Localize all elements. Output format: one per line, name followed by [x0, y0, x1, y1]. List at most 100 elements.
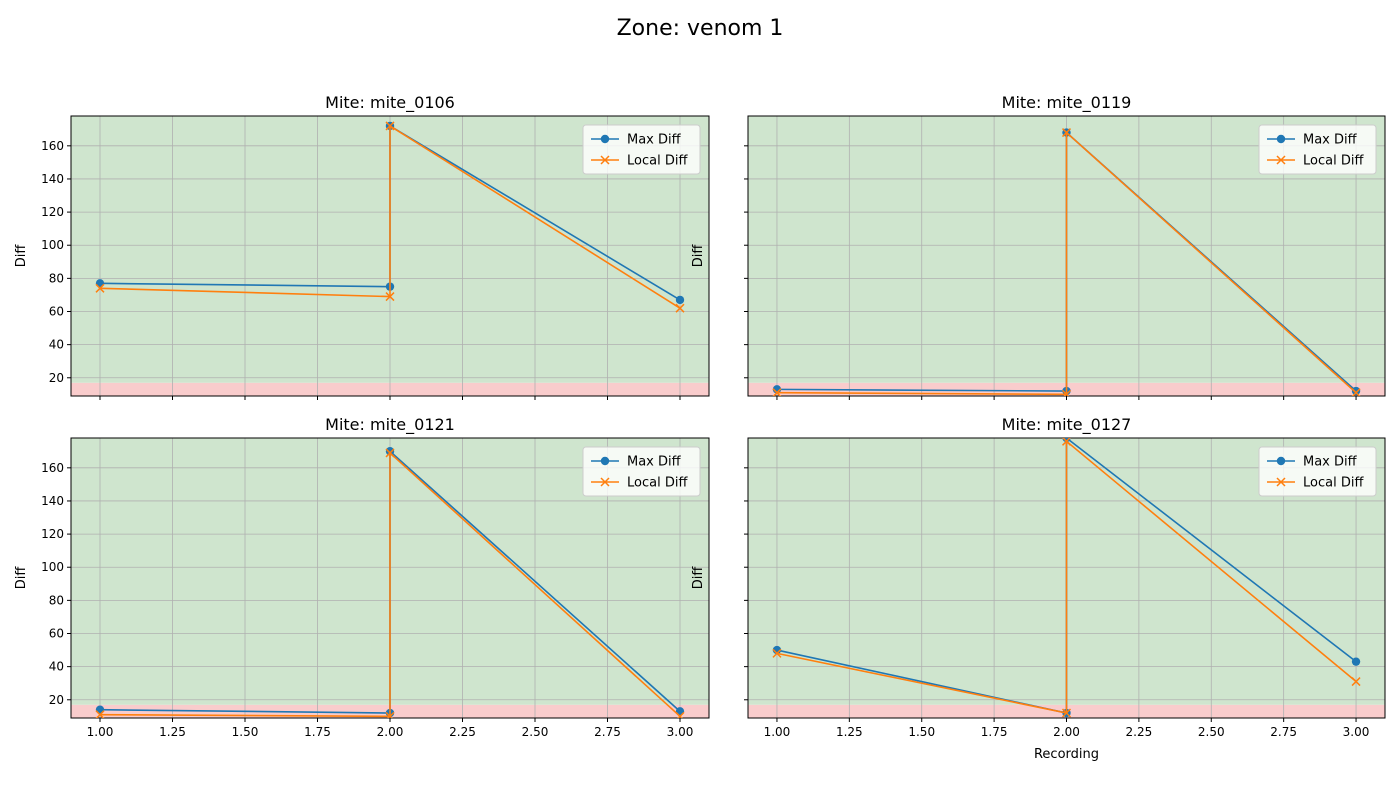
y-axis-label: Diff [14, 566, 29, 590]
x-tick-label: 3.00 [667, 725, 694, 739]
series-line-local-diff [99, 451, 681, 718]
y-tick-label: 140 [41, 494, 64, 508]
y-tick-label: 80 [49, 593, 64, 607]
x-tick-label: 1.50 [908, 725, 935, 739]
data-point-local-diff [1061, 708, 1072, 718]
y-tick-label: 60 [49, 627, 64, 641]
subplot-title: Mite: mite_0127 [1002, 415, 1132, 435]
x-tick-label: 2.25 [449, 725, 476, 739]
series-line-local-diff [99, 124, 681, 309]
plot-area [95, 121, 685, 313]
y-tick-label: 100 [41, 238, 64, 252]
legend-label: Local Diff [627, 476, 688, 491]
data-point-max-diff [1351, 386, 1361, 396]
y-tick-label: 120 [41, 527, 64, 541]
x-tick-label: 2.50 [1198, 725, 1225, 739]
legend: Max Diff Local Diff [1258, 446, 1377, 497]
data-point-local-diff [385, 292, 395, 302]
data-point-local-diff [385, 121, 395, 131]
x-tick-label: 1.75 [981, 725, 1008, 739]
data-point-local-diff [95, 710, 105, 718]
legend-box [1258, 446, 1377, 497]
legend-label: Local Diff [627, 154, 688, 169]
series-line-local-diff [776, 439, 1357, 715]
legend-marker [1276, 477, 1286, 487]
x-axis-label: Recording [1034, 747, 1099, 762]
legend-box [1258, 124, 1377, 175]
data-point-local-diff [1061, 389, 1072, 396]
legend-label: Max Diff [1303, 133, 1358, 148]
x-tick-label: 2.75 [594, 725, 621, 739]
legend-marker [1276, 134, 1286, 144]
legend: Max Diff Local Diff [582, 124, 701, 175]
y-tick-label: 160 [41, 461, 64, 475]
y-tick-label: 80 [49, 271, 64, 285]
plot-area [95, 447, 685, 718]
subplot-2: Mite: mite_0119 Diff Max Diff Local Diff [691, 93, 1386, 400]
y-tick-label: 100 [41, 560, 64, 574]
legend-marker [1276, 155, 1286, 165]
y-tick-label: 40 [49, 660, 64, 674]
y-axis-label: Diff [691, 244, 706, 268]
data-point-local-diff [772, 388, 782, 396]
x-tick-label: 2.00 [377, 725, 404, 739]
figure-title: Zone: venom 1 [617, 16, 784, 41]
legend-label: Local Diff [1303, 154, 1364, 169]
data-point-local-diff [385, 711, 395, 718]
y-tick-label: 120 [41, 205, 64, 219]
legend-marker [600, 155, 610, 165]
subplot-4: 1.00 1.25 1.50 1.75 2.00 2.25 2.50 2.75 3.00 Mite… [691, 415, 1386, 762]
x-tick-label: 2.50 [522, 725, 549, 739]
y-tick-label: 20 [49, 693, 64, 707]
x-tick-label: 1.75 [304, 725, 331, 739]
x-tick-label: 3.00 [1343, 725, 1370, 739]
legend-marker [600, 134, 610, 144]
data-point-max-diff [1351, 657, 1361, 666]
data-point-local-diff [1061, 128, 1072, 138]
data-point-local-diff [675, 711, 685, 718]
x-tick-label: 2.75 [1270, 725, 1297, 739]
y-tick-label: 40 [49, 338, 64, 352]
subplot-1: 20 40 60 80 100 120 140 160 Mite: mite_0106 Diff M… [14, 93, 710, 400]
data-point-max-diff [675, 295, 685, 305]
data-point-local-diff [1061, 438, 1072, 446]
legend-label: Max Diff [627, 133, 682, 148]
x-tick-label: 2.00 [1053, 725, 1080, 739]
x-tick-label: 1.00 [87, 725, 114, 739]
subplot-3: 1.00 1.25 1.50 1.75 2.00 2.25 2.50 2.75 3.00 20 40… [14, 415, 710, 739]
y-tick-label: 140 [41, 172, 64, 186]
legend-label: Max Diff [627, 455, 682, 470]
data-point-max-diff [385, 447, 395, 456]
subplot-title: Mite: mite_0121 [325, 415, 455, 435]
plot-area [772, 438, 1361, 718]
data-point-local-diff [95, 283, 105, 293]
data-point-local-diff [772, 648, 782, 658]
legend-marker [600, 456, 610, 466]
legend-label: Local Diff [1303, 476, 1364, 491]
x-tick-label: 1.00 [764, 725, 791, 739]
series-line-local-diff [776, 130, 1357, 396]
subplot-title: Mite: mite_0119 [1002, 93, 1132, 113]
x-tick-label: 1.25 [159, 725, 186, 739]
y-axis-label: Diff [14, 244, 29, 268]
data-point-local-diff [1351, 388, 1361, 396]
legend-label: Max Diff [1303, 455, 1358, 470]
data-point-local-diff [385, 448, 395, 458]
x-tick-label: 1.50 [232, 725, 259, 739]
legend-marker [600, 477, 610, 487]
plot-area [772, 128, 1361, 396]
legend: Max Diff Local Diff [582, 446, 701, 497]
y-tick-label: 60 [49, 305, 64, 319]
legend-marker [1276, 456, 1286, 466]
legend-box [582, 124, 701, 175]
x-tick-label: 1.25 [836, 725, 863, 739]
legend: Max Diff Local Diff [1258, 124, 1377, 175]
y-axis-label: Diff [691, 566, 706, 590]
data-point-local-diff [675, 303, 685, 313]
y-tick-label: 160 [41, 139, 64, 153]
legend-box [582, 446, 701, 497]
data-point-local-diff [1351, 677, 1361, 687]
y-tick-label: 20 [49, 371, 64, 385]
x-tick-label: 2.25 [1126, 725, 1153, 739]
